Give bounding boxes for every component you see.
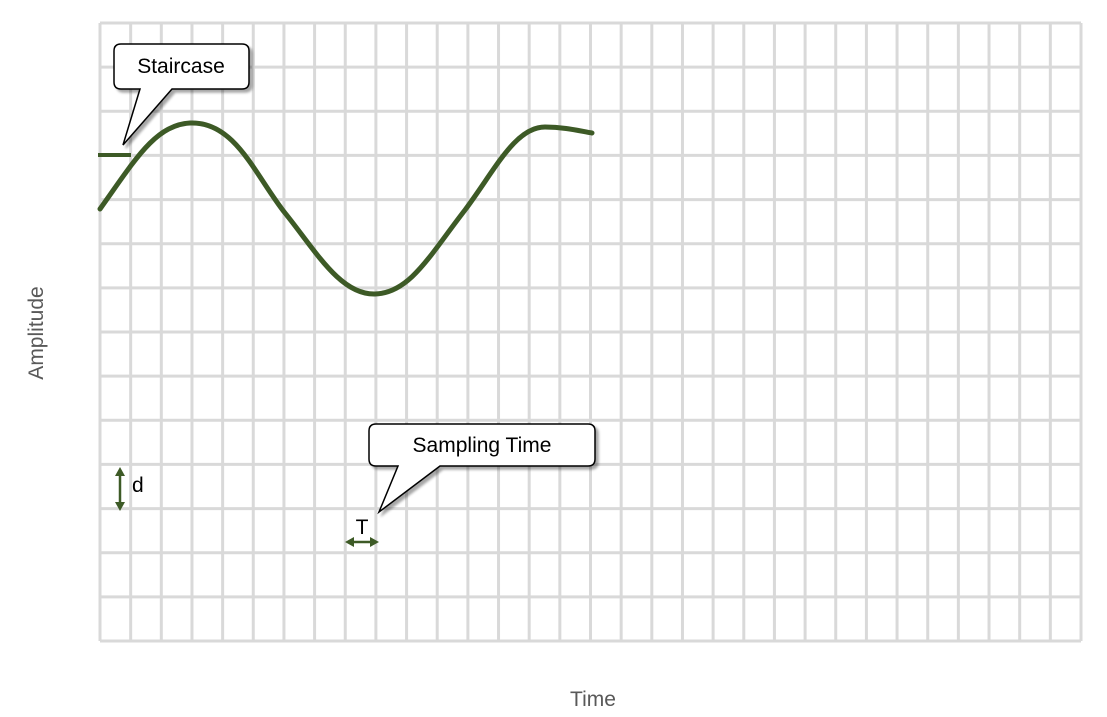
t-arrow-icon bbox=[345, 537, 379, 547]
x-axis-label: Time bbox=[570, 688, 616, 711]
staircase-callout bbox=[113, 43, 250, 146]
staircase-callout-bubble bbox=[113, 43, 250, 146]
signal-curve bbox=[97, 120, 595, 297]
grid bbox=[98, 21, 1083, 643]
t-marker-label: T bbox=[356, 516, 369, 539]
d-arrow-icon bbox=[115, 467, 125, 511]
sampling-time-callout bbox=[368, 423, 596, 515]
staircase-callout-label: Staircase bbox=[137, 55, 225, 78]
d-marker-label: d bbox=[132, 474, 144, 497]
sampling-time-callout-label: Sampling Time bbox=[413, 434, 552, 457]
y-axis-label: Amplitude bbox=[25, 286, 48, 379]
sampling-time-callout-bubble bbox=[368, 423, 596, 515]
